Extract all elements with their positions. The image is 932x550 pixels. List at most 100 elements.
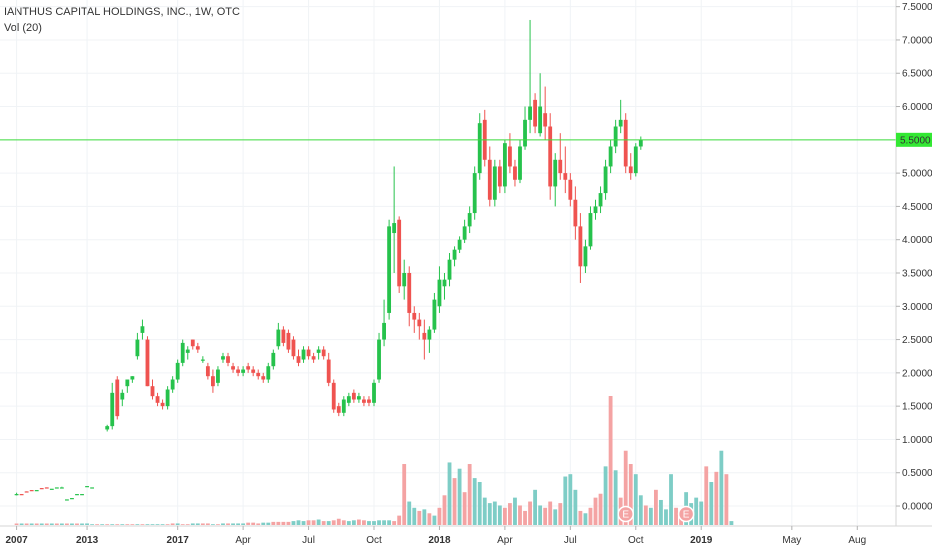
volume-bar xyxy=(457,468,462,525)
candle-body xyxy=(236,369,240,373)
candle-body xyxy=(533,99,538,127)
volume-bar xyxy=(674,507,678,525)
candle-body xyxy=(502,143,507,187)
volume-bar xyxy=(95,524,100,525)
volume-bar xyxy=(331,520,336,525)
candle-body xyxy=(618,119,623,127)
volume-bar xyxy=(669,474,673,525)
volume-bar xyxy=(588,507,593,525)
candle-body xyxy=(528,106,532,120)
volume-bar xyxy=(382,520,386,525)
time-tick-label: 2018 xyxy=(428,535,451,546)
candle-body xyxy=(638,139,643,147)
candle-body xyxy=(211,376,215,387)
time-axis-ticks: 2007 2013 2017 Apr Jul Oct 2018 Apr Jul Oct 2019 Ma… xyxy=(5,526,866,546)
volume-bar xyxy=(367,521,371,525)
candle-body xyxy=(392,223,397,234)
candle-body xyxy=(472,173,477,214)
candle-body xyxy=(140,326,145,333)
chart-title: IANTHUS CAPITAL HOLDINGS, INC., 1W, OTC xyxy=(4,6,240,18)
candle-body xyxy=(70,498,74,500)
time-axis[interactable] xyxy=(0,526,932,550)
candle-body xyxy=(296,356,301,363)
volume-bar xyxy=(145,524,150,525)
candle-body xyxy=(306,349,311,357)
volume-bar xyxy=(100,524,105,525)
volume-bar xyxy=(412,507,417,525)
volume-bar xyxy=(54,523,59,525)
candle-body xyxy=(291,339,296,357)
volume-bar xyxy=(462,492,467,525)
volume-bar xyxy=(502,507,507,525)
candle-body xyxy=(603,166,608,194)
volume-bar xyxy=(704,466,709,525)
volume-bar xyxy=(452,478,457,525)
volume-indicator-label: Vol (20) xyxy=(4,22,42,34)
price-axis[interactable] xyxy=(896,0,932,550)
candle-body xyxy=(492,166,497,200)
volume-bar xyxy=(211,524,215,525)
time-tick-label: 2019 xyxy=(690,535,713,546)
candle-body xyxy=(19,494,24,496)
volume-bar xyxy=(236,523,240,525)
candle-body xyxy=(276,329,281,347)
volume-bar xyxy=(49,523,54,525)
volume-bar xyxy=(548,501,553,525)
price-tick-label: 7.5000 xyxy=(902,2,932,13)
volume-bar xyxy=(296,520,301,525)
volume-bar xyxy=(175,523,180,525)
earnings-marker xyxy=(617,505,634,523)
volume-bar xyxy=(120,524,125,525)
candle-body xyxy=(487,159,492,200)
candle-body xyxy=(271,352,276,367)
candle-body xyxy=(231,366,235,370)
volume-bar xyxy=(417,510,422,525)
volume-bar xyxy=(472,478,477,525)
volume-bar xyxy=(694,497,699,525)
candle-body xyxy=(346,396,351,403)
candle-body xyxy=(246,366,251,370)
volume-bar xyxy=(311,520,316,525)
candle-body xyxy=(256,372,261,377)
candle-body xyxy=(44,487,49,489)
candle-body xyxy=(387,226,392,313)
candle-body xyxy=(65,499,69,501)
volume-bar xyxy=(523,510,527,525)
volume-bar xyxy=(593,497,598,525)
candle-body xyxy=(633,146,638,174)
time-tick-label: Apr xyxy=(497,535,513,546)
volume-bar xyxy=(261,522,266,525)
volume-bar xyxy=(256,523,261,525)
volume-bar xyxy=(648,507,653,525)
price-tick-label: 3.5000 xyxy=(902,268,932,279)
candle-body xyxy=(135,339,140,357)
volume-bar xyxy=(110,524,115,525)
candle-body xyxy=(447,259,452,280)
volume-bar xyxy=(34,523,39,525)
price-tick-label: 5.0000 xyxy=(902,169,932,180)
volume-bar xyxy=(271,521,276,525)
candle-body xyxy=(377,339,381,380)
candle-body xyxy=(593,206,598,214)
volume-bar xyxy=(180,524,185,525)
candle-body xyxy=(457,239,462,250)
volume-bar xyxy=(286,521,291,525)
candle-body xyxy=(39,488,44,490)
volume-bar xyxy=(70,523,74,525)
time-tick-label: Oct xyxy=(366,535,382,546)
candle-body xyxy=(497,166,502,187)
candle-body xyxy=(417,319,422,327)
volume-bar xyxy=(241,523,246,525)
candle-body xyxy=(351,392,356,400)
candle-body xyxy=(523,119,527,147)
volume-bar xyxy=(29,523,34,525)
price-tick-label: 1.5000 xyxy=(902,402,932,413)
price-tick-label: 4.5000 xyxy=(902,202,932,213)
volume-bar xyxy=(140,524,145,525)
volume-bar xyxy=(185,524,190,525)
candle-body xyxy=(165,389,170,407)
volume-bar xyxy=(306,520,311,525)
candle-body xyxy=(432,299,437,330)
candle-body xyxy=(150,386,155,397)
